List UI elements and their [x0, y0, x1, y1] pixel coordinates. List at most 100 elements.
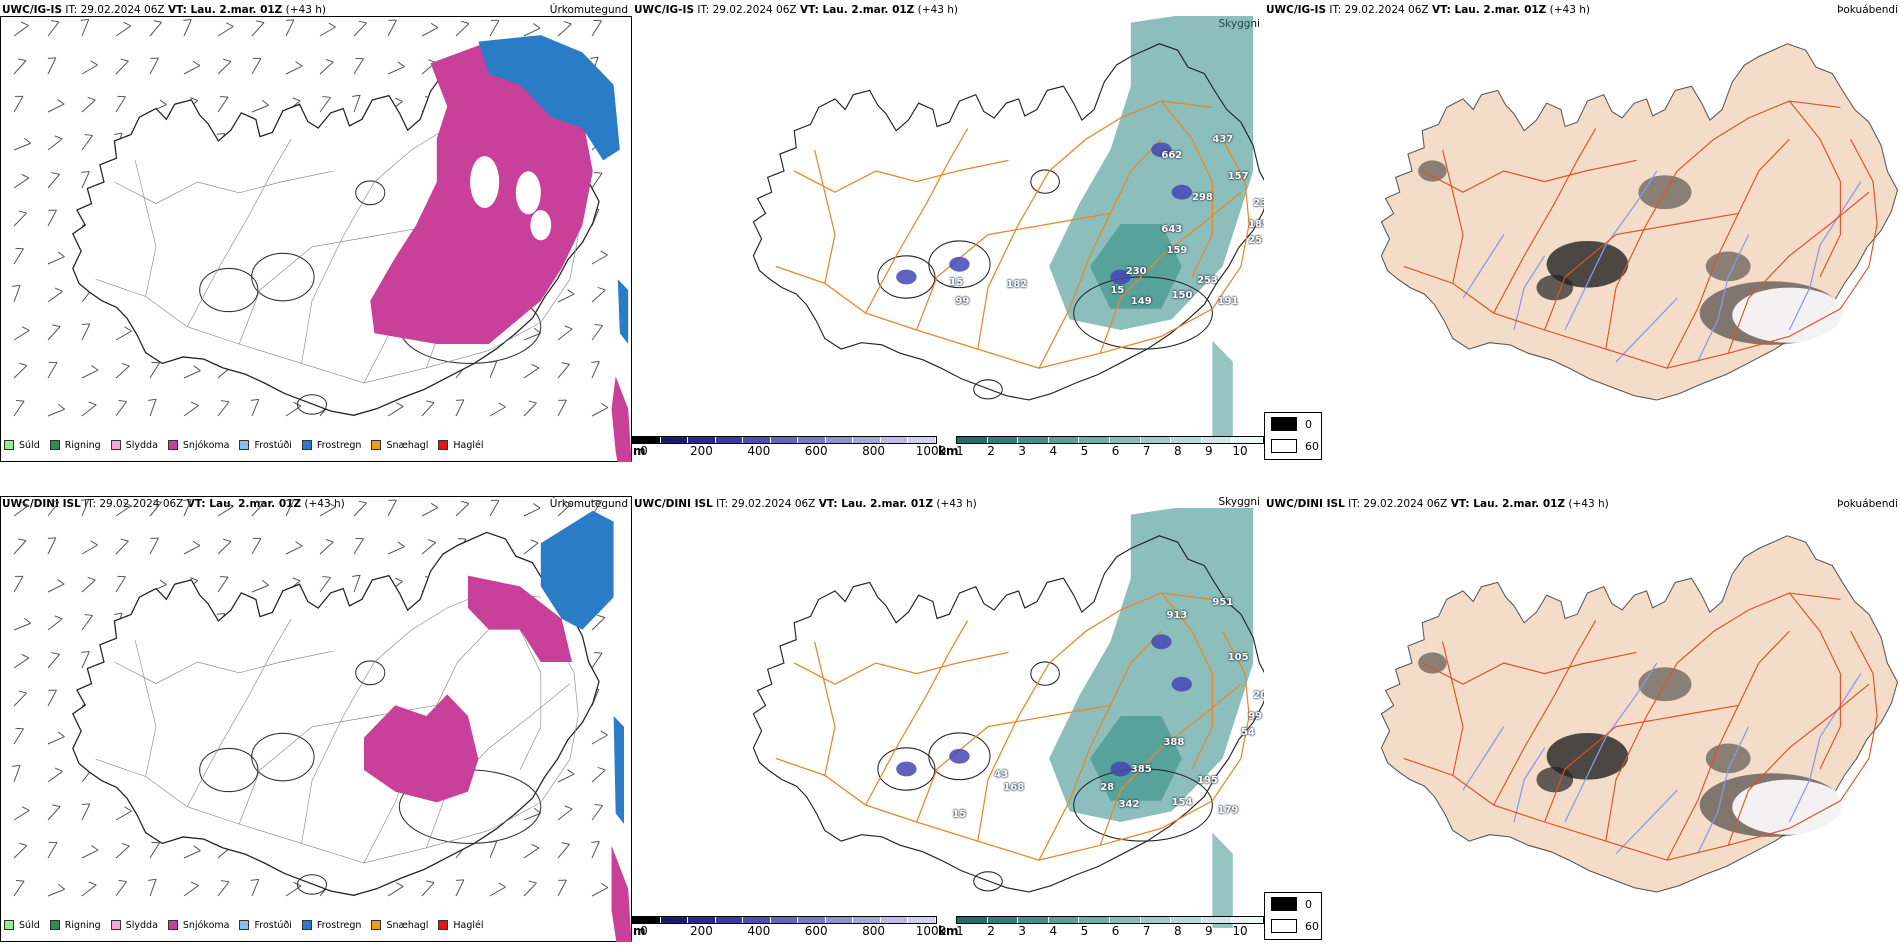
wind-barb-icon [183, 19, 192, 37]
peak-height-label: 15 [952, 809, 967, 821]
wind-barb-icon [13, 210, 27, 227]
visibility-map-row2 [752, 508, 1264, 928]
precip-legend-item: Slydda [110, 920, 158, 931]
wind-barb-icon [319, 538, 334, 555]
legend-label: Frostúði [254, 439, 292, 451]
wind-barb-icon [183, 365, 201, 379]
wind-barb-icon [47, 209, 57, 227]
colorbar-step [1079, 437, 1110, 443]
wind-barb-icon [557, 362, 570, 379]
peak-height-label: 159 [1166, 245, 1188, 257]
wind-barb-icon [13, 58, 27, 75]
low-visibility-area [1090, 716, 1182, 801]
river-line [1615, 789, 1678, 855]
wind-barb-icon [557, 399, 567, 417]
low-visibility-area [1049, 508, 1254, 822]
road-line [916, 704, 1111, 823]
low-visibility-area [1049, 16, 1254, 330]
wind-barb-icon [285, 541, 303, 555]
fog-field-title-row1: Þokuábendi [1837, 4, 1898, 16]
iceland-coastline [1380, 535, 1899, 893]
legend-label: Rigning [64, 439, 101, 451]
wind-barb-icon [47, 731, 65, 745]
wind-barb-icon [489, 19, 500, 37]
road-line [1605, 100, 1841, 350]
low-ceiling-area [896, 761, 917, 777]
wind-barb-icon [557, 805, 573, 821]
wind-barb-icon [455, 500, 470, 517]
peak-height-label: 25 [1248, 234, 1263, 246]
river-line [1788, 673, 1862, 823]
precip-legend-item: Frostregn [301, 440, 361, 451]
precip-legend-item: Snjókoma [167, 920, 229, 931]
road-line [814, 641, 836, 776]
wind-barb-icon [319, 576, 331, 593]
colorbar-tick: 800 [862, 924, 886, 938]
colorbar-tick: 2 [987, 444, 995, 458]
wind-barb-icon [81, 881, 97, 897]
wind-barb-icon [81, 803, 91, 821]
road-line [114, 650, 333, 684]
road-line [1421, 651, 1637, 685]
visibility-colorbar-row2 [956, 916, 1264, 924]
precip-map-row1 [12, 18, 632, 462]
precip-header-row1: UWC/IG-IS IT: 29.02.2024 06Z VT: Lau. 2.… [2, 4, 326, 16]
fog-panel-row1: UWC/IG-IS IT: 29.02.2024 06Z VT: Lau. 2.… [1264, 0, 1900, 470]
fog-legend-row2: 0 60 [1264, 892, 1322, 940]
colorbar-tick: 1 [956, 924, 964, 938]
wind-barb-icon [47, 689, 57, 707]
wind-barb-icon [421, 539, 437, 555]
colorbar-tick: 10 [1232, 924, 1248, 938]
wind-barb-icon [319, 58, 334, 75]
precip-legend-item: Frostúði [239, 439, 292, 451]
ceiling-unit-row2: m [633, 924, 646, 938]
wind-barb-icon [387, 541, 405, 555]
legend-swatch [110, 920, 121, 930]
road-line [1788, 592, 1841, 770]
wind-barb-icon [148, 878, 157, 897]
wind-barb-icon [81, 401, 97, 417]
wind-barb-icon [47, 652, 60, 669]
road-line [1666, 630, 1790, 861]
legend-label: Haglél [453, 439, 484, 451]
wind-barb-icon [13, 538, 27, 555]
visibility-field-title-row2: Skyggni [1218, 496, 1261, 508]
colorbar-step [1232, 917, 1263, 923]
wind-barb-icon [217, 400, 230, 417]
road-line [1403, 630, 1878, 861]
glacier-outline [1073, 276, 1213, 350]
precip-gap [470, 156, 500, 208]
wind-barb-icon [591, 171, 603, 189]
wind-barb-icon [183, 499, 192, 517]
precip-legend-row1: Súld Rigning Slydda Snjókoma Frostúði Frostre… [4, 434, 484, 456]
precip-map-frame-row1 [0, 16, 632, 462]
colorbar-tick: 5 [1080, 924, 1089, 938]
no-fog-area [1732, 287, 1847, 343]
wind-barb-icon [319, 96, 331, 113]
wind-barb-icon [353, 20, 367, 37]
wind-barb-icon [591, 730, 608, 745]
glacier-outline [251, 732, 315, 782]
wind-barb-icon [523, 23, 541, 37]
peak-height-label: 149 [1130, 296, 1152, 308]
road-line [1605, 592, 1841, 842]
wind-barb-icon [421, 880, 435, 897]
glacier-outline [1030, 169, 1060, 194]
colorbar-step [853, 437, 881, 443]
wind-barb-icon [217, 880, 230, 897]
colorbar-step [1171, 437, 1202, 443]
wind-barb-icon [80, 18, 90, 37]
glacier-outline [199, 267, 259, 313]
colorbar-step [957, 437, 988, 443]
wind-barb-icon [489, 402, 506, 417]
glacier-outline [928, 732, 991, 781]
peak-height-label: 238 [1253, 197, 1264, 209]
wind-barb-icon [455, 399, 465, 417]
wind-barb-icon [115, 95, 126, 113]
peak-height-label: 643 [1161, 224, 1183, 235]
wind-barb-icon [115, 880, 127, 897]
glacier-outline [928, 240, 991, 289]
colorbar-step [660, 917, 689, 923]
colorbar-step [715, 917, 744, 923]
wind-barb-icon [387, 882, 404, 897]
